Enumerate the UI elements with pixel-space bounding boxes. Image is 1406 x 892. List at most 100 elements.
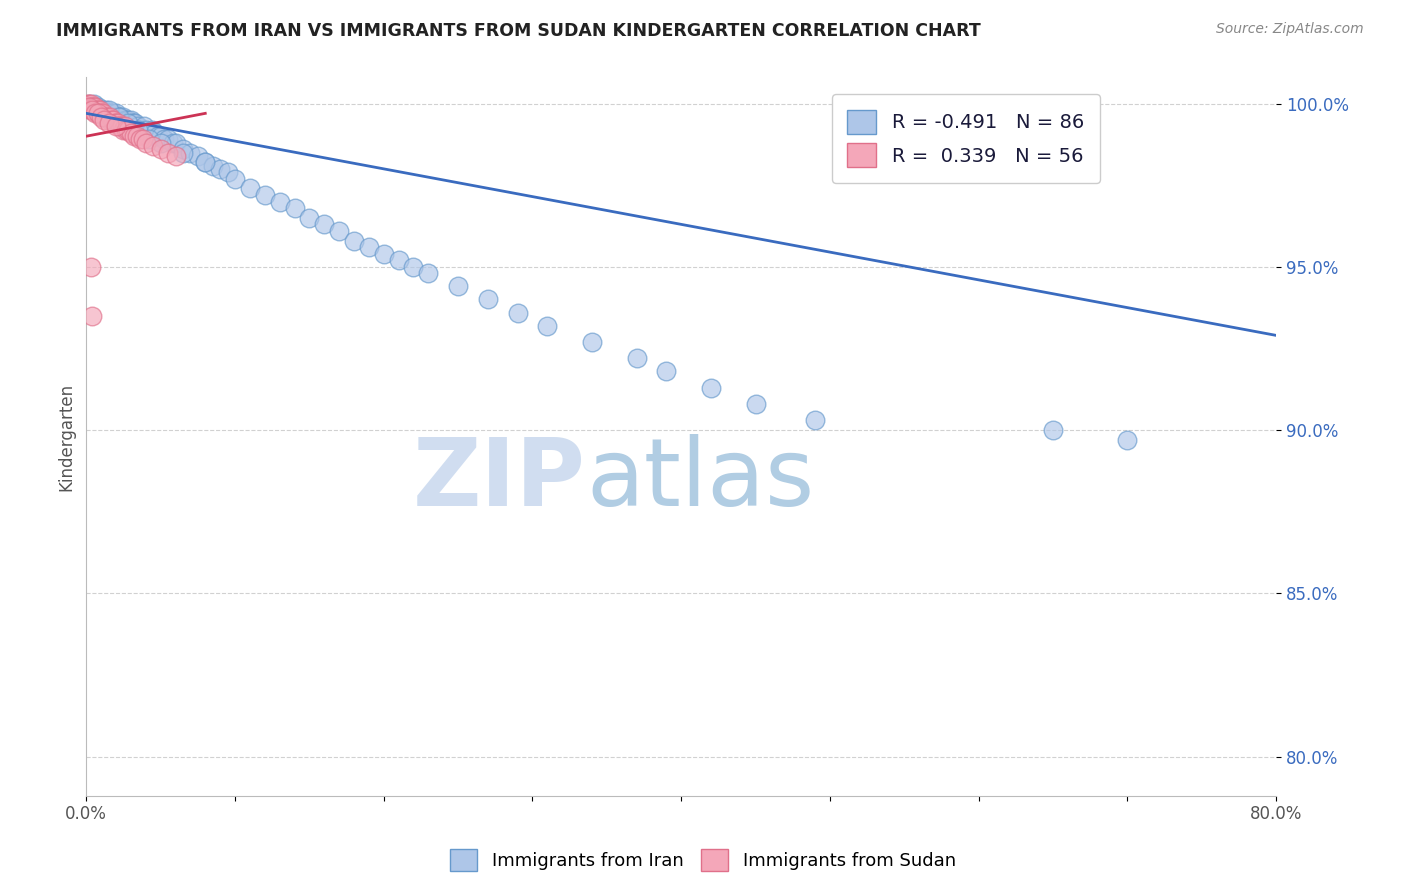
Text: IMMIGRANTS FROM IRAN VS IMMIGRANTS FROM SUDAN KINDERGARTEN CORRELATION CHART: IMMIGRANTS FROM IRAN VS IMMIGRANTS FROM … xyxy=(56,22,981,40)
Point xyxy=(108,110,131,124)
Point xyxy=(105,116,128,130)
Point xyxy=(117,112,139,127)
Point xyxy=(89,103,111,117)
Point xyxy=(194,155,217,169)
Point xyxy=(105,106,128,120)
Point xyxy=(80,103,103,117)
Point xyxy=(187,149,209,163)
Point xyxy=(76,100,98,114)
Point xyxy=(93,112,115,127)
Point xyxy=(107,110,129,124)
Point xyxy=(114,112,136,127)
Point xyxy=(418,266,440,280)
Point xyxy=(127,120,149,134)
Point xyxy=(269,194,291,209)
Point xyxy=(84,106,107,120)
Point xyxy=(536,318,558,333)
Point xyxy=(84,100,107,114)
Point xyxy=(1116,433,1139,447)
Point xyxy=(111,112,134,127)
Point xyxy=(343,234,366,248)
Point xyxy=(506,305,529,319)
Point xyxy=(224,171,246,186)
Point xyxy=(152,132,174,146)
Point xyxy=(388,253,411,268)
Point xyxy=(93,110,115,124)
Point xyxy=(97,116,120,130)
Point xyxy=(87,106,110,120)
Point xyxy=(134,120,156,134)
Point xyxy=(97,103,120,117)
Point xyxy=(128,132,150,146)
Point xyxy=(83,96,105,111)
Point xyxy=(114,120,136,134)
Point xyxy=(89,106,111,120)
Point xyxy=(84,103,107,117)
Point xyxy=(97,112,120,127)
Point xyxy=(581,334,603,349)
Point xyxy=(83,100,105,114)
Point xyxy=(162,136,184,150)
Point xyxy=(194,155,217,169)
Point xyxy=(447,279,470,293)
Point xyxy=(127,122,149,136)
Point xyxy=(90,103,112,117)
Point xyxy=(120,126,142,140)
Point xyxy=(82,103,104,117)
Point xyxy=(94,103,117,117)
Point xyxy=(77,100,100,114)
Point xyxy=(98,110,121,124)
Point xyxy=(201,159,224,173)
Text: Source: ZipAtlas.com: Source: ZipAtlas.com xyxy=(1216,22,1364,37)
Point xyxy=(93,106,115,120)
Point xyxy=(239,181,262,195)
Point xyxy=(655,364,678,378)
Legend: Immigrants from Iran, Immigrants from Sudan: Immigrants from Iran, Immigrants from Su… xyxy=(443,842,963,879)
Point xyxy=(82,100,104,114)
Text: ZIP: ZIP xyxy=(413,434,586,525)
Point xyxy=(1042,423,1064,437)
Point xyxy=(165,136,187,150)
Y-axis label: Kindergarten: Kindergarten xyxy=(58,383,75,491)
Point xyxy=(117,116,139,130)
Point xyxy=(141,122,163,136)
Point xyxy=(77,96,100,111)
Point xyxy=(97,106,120,120)
Point xyxy=(91,103,114,117)
Point xyxy=(121,116,143,130)
Point xyxy=(283,201,305,215)
Point xyxy=(108,110,131,124)
Point xyxy=(80,100,103,114)
Point xyxy=(110,120,132,134)
Point xyxy=(172,145,194,160)
Point xyxy=(100,110,122,124)
Point xyxy=(149,129,172,144)
Point xyxy=(165,149,187,163)
Point xyxy=(402,260,425,274)
Point xyxy=(86,103,108,117)
Point xyxy=(87,106,110,120)
Point xyxy=(101,106,124,120)
Point xyxy=(135,136,157,150)
Point xyxy=(82,309,104,323)
Point xyxy=(138,132,160,146)
Point xyxy=(80,100,103,114)
Point xyxy=(115,122,138,136)
Point xyxy=(110,110,132,124)
Point xyxy=(111,120,134,134)
Point xyxy=(86,103,108,117)
Point xyxy=(124,116,146,130)
Text: atlas: atlas xyxy=(586,434,814,525)
Point xyxy=(118,116,141,130)
Point xyxy=(82,103,104,117)
Point xyxy=(107,116,129,130)
Point xyxy=(122,129,145,144)
Legend: R = -0.491   N = 86, R =  0.339   N = 56: R = -0.491 N = 86, R = 0.339 N = 56 xyxy=(832,95,1099,183)
Point xyxy=(117,122,139,136)
Point xyxy=(108,120,131,134)
Point xyxy=(89,103,111,117)
Point xyxy=(76,96,98,111)
Point xyxy=(96,110,118,124)
Point xyxy=(298,211,321,225)
Point xyxy=(96,106,118,120)
